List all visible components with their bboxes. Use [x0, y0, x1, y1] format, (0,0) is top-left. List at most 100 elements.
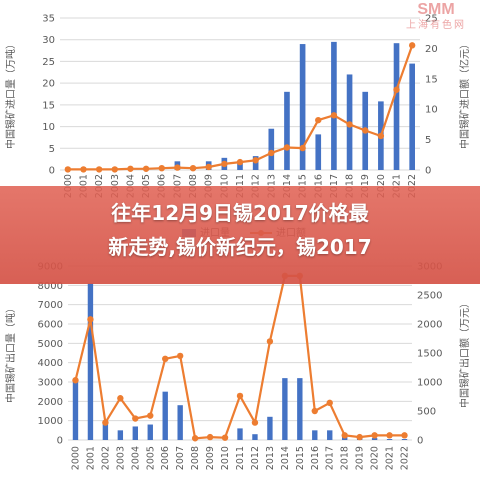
bar [132, 426, 138, 440]
x-tick-label: 2011 [235, 446, 246, 470]
x-tick-label: 2003 [115, 446, 126, 470]
bar [267, 416, 273, 440]
y-right-tick-label: 0 [417, 436, 423, 447]
line-point [205, 163, 212, 171]
x-tick-label: 2017 [325, 446, 336, 470]
banner-line-2: 新走势,锡价新纪元，锡2017 [108, 235, 372, 259]
y-left-tick-label: 0 [49, 166, 55, 177]
bar [252, 434, 258, 440]
line-point [341, 432, 348, 439]
line-point [315, 116, 322, 124]
title-banner [0, 186, 480, 284]
y-left-tick-label: 6000 [38, 320, 63, 331]
line-point [326, 399, 333, 407]
bar [297, 378, 303, 440]
y-left-tick-label: 15 [42, 100, 55, 111]
banner-line-1: 往年12月9日锡2017价格最 [111, 201, 369, 225]
x-tick-label: 2006 [160, 446, 171, 470]
line-point [117, 395, 124, 402]
line-point [102, 419, 109, 426]
y-right-tick-label: 25 [425, 14, 438, 25]
line-point [252, 157, 259, 164]
line-point [362, 127, 369, 134]
y-right-tick-label: 2000 [417, 320, 442, 331]
line-point [206, 433, 214, 441]
line-point [111, 166, 118, 173]
line-point [236, 158, 244, 166]
line-point [346, 121, 353, 128]
y-left-tick-label: 4000 [38, 358, 63, 369]
line-point [266, 338, 274, 345]
line-point [377, 132, 385, 140]
x-tick-label: 2021 [385, 446, 396, 470]
x-tick-label: 2013 [265, 446, 276, 470]
y-right-tick-label: 20 [425, 44, 438, 55]
y-left-tick-label: 1000 [38, 416, 63, 427]
x-tick-label: 2014 [280, 446, 291, 470]
x-tick-label: 2019 [355, 446, 366, 470]
bar [386, 439, 393, 440]
y-left-tick-label: 30 [42, 35, 55, 46]
series-line [74, 274, 405, 440]
bar [299, 44, 306, 170]
bar [237, 428, 243, 440]
y-left-tick-label: 8000 [38, 281, 63, 292]
x-tick-label: 2005 [145, 446, 156, 470]
bar [371, 438, 378, 440]
x-tick-label: 2007 [175, 446, 186, 470]
line-point [95, 166, 103, 173]
y-left-tick-label: 7000 [38, 300, 63, 311]
line-point [393, 86, 400, 93]
y-right-tick-label: 1000 [417, 378, 442, 389]
bar [312, 430, 318, 440]
banner-title: 往年12月9日锡2017价格最 新走势,锡价新纪元，锡2017 [0, 196, 480, 264]
y-right-tick-label: 0 [425, 166, 431, 177]
x-tick-label: 2020 [370, 446, 381, 470]
bar [117, 430, 124, 440]
x-tick-label: 2002 [100, 446, 111, 470]
line-point [176, 352, 184, 360]
bar [331, 41, 337, 171]
y-left-tick-label: 5000 [38, 339, 63, 350]
x-tick-label: 2001 [85, 446, 96, 470]
bar [401, 439, 408, 440]
y-left-tick-label: 25 [42, 57, 55, 68]
y-right-tick-label: 10 [425, 105, 438, 116]
line-point [401, 432, 408, 439]
line-point [162, 355, 169, 362]
bar [237, 163, 243, 170]
line-point [64, 166, 72, 173]
bar [177, 405, 183, 440]
line-point [330, 112, 338, 119]
line-point [142, 165, 150, 172]
x-tick-label: 2022 [400, 446, 411, 470]
line-point [221, 160, 228, 168]
line-point [174, 164, 181, 171]
line-point [147, 412, 154, 419]
y-left-axis-title: 中国锡矿出口量（吨） [4, 303, 17, 403]
bar [147, 424, 153, 440]
y-left-axis-title: 中国锡矿进口量（万吨） [4, 39, 17, 149]
line-point [127, 165, 134, 172]
line-point [236, 392, 244, 400]
x-tick-label: 2008 [190, 446, 201, 470]
line-point [87, 316, 94, 323]
line-point [158, 164, 165, 172]
x-tick-label: 2016 [310, 446, 321, 470]
line-point [251, 419, 259, 426]
y-right-axis-title: 中国锡矿出口额（万元） [458, 298, 471, 408]
export-chart: 0100020003000400050006000700080009000050… [4, 262, 471, 471]
bar [327, 430, 333, 440]
y-left-tick-label: 35 [42, 14, 55, 25]
bar [268, 128, 275, 170]
y-left-tick-label: 20 [42, 79, 55, 90]
x-tick-label: 2009 [205, 446, 216, 470]
y-right-axis-title: 中国锡矿进口额（亿元） [458, 39, 471, 149]
line-point [299, 144, 306, 152]
y-left-tick-label: 2000 [38, 397, 63, 408]
y-left-tick-label: 10 [42, 122, 55, 133]
line-point [80, 166, 87, 173]
line-point [221, 434, 229, 441]
bar [72, 382, 79, 440]
line-point [386, 432, 393, 439]
